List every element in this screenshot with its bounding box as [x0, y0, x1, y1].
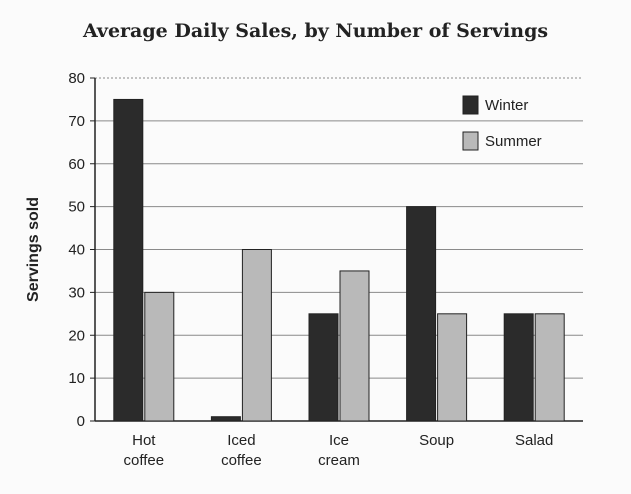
legend-label: Winter [485, 97, 528, 114]
bar-winter [406, 206, 437, 422]
y-tick-label: 0 [77, 413, 85, 430]
x-category-label: Salad [515, 432, 553, 449]
y-tick-label: 40 [68, 242, 85, 259]
bar-winter [308, 313, 339, 422]
y-tick-label: 80 [68, 70, 85, 87]
y-tick-label: 30 [68, 284, 85, 301]
bar-summer [339, 270, 370, 422]
chart-title: Average Daily Sales, by Number of Servin… [82, 20, 549, 42]
bar-winter [503, 313, 534, 422]
x-category-label: Soup [419, 432, 454, 449]
bar-summer [144, 291, 175, 422]
bar-winter [210, 416, 241, 422]
x-category-label: Iced coffee [221, 432, 262, 469]
legend-label: Summer [485, 133, 542, 150]
bar-winter [113, 98, 144, 422]
y-tick-label: 50 [68, 199, 85, 216]
y-tick-label: 70 [68, 113, 85, 130]
bar-summer [241, 249, 272, 422]
legend-swatch [462, 95, 479, 115]
y-tick-label: 60 [68, 156, 85, 173]
x-category-label: Ice cream [318, 432, 360, 469]
bar-summer [534, 313, 565, 422]
y-tick-label: 10 [68, 370, 85, 387]
y-axis-label: Servings sold [25, 197, 42, 302]
bar-summer [437, 313, 468, 422]
legend-swatch [462, 131, 479, 151]
y-tick-label: 20 [68, 327, 85, 344]
x-category-label: Hot coffee [124, 432, 165, 469]
